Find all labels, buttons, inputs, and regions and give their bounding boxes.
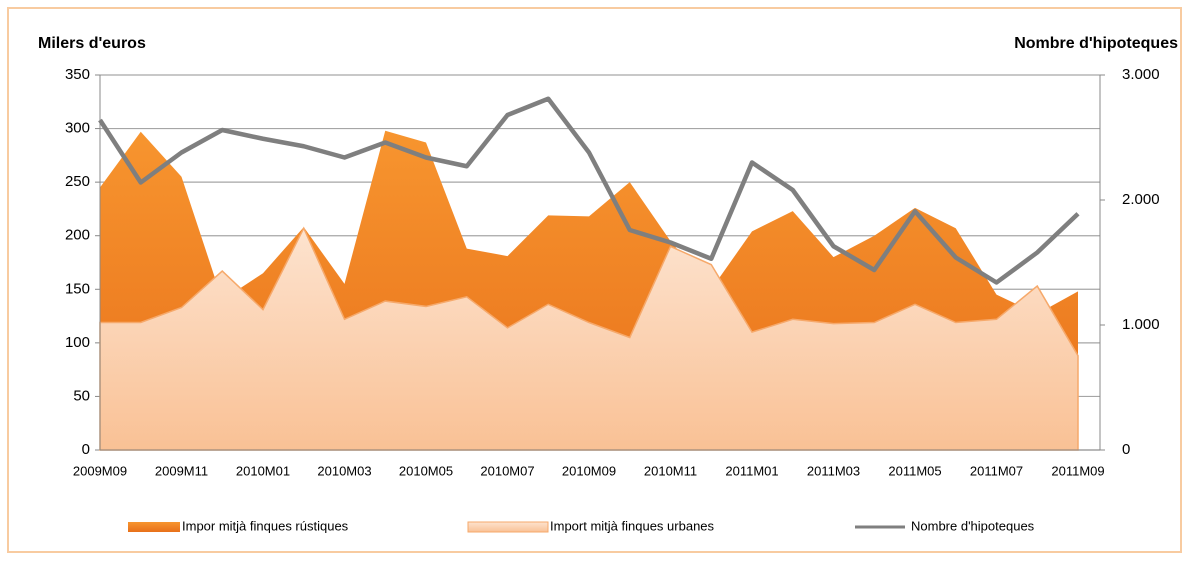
y-tick-label: 50 xyxy=(73,387,90,404)
y-axis-title: Milers d'euros xyxy=(38,35,146,52)
x-tick-label: 2010M07 xyxy=(480,463,534,478)
x-tick-label: 2011M01 xyxy=(725,463,778,478)
legend-swatch xyxy=(467,521,549,533)
y-tick-label: 300 xyxy=(65,120,90,137)
x-tick-label: 2010M11 xyxy=(644,463,697,478)
x-tick-label: 2009M11 xyxy=(155,463,208,478)
x-tick-label: 2011M03 xyxy=(807,463,860,478)
x-tick-label: 2010M09 xyxy=(562,463,616,478)
y2-tick-label: 0 xyxy=(1122,441,1130,458)
legend-swatch xyxy=(128,522,180,532)
y2-axis-title: Nombre d'hipoteques xyxy=(1014,35,1178,52)
x-tick-label: 2010M01 xyxy=(236,463,290,478)
y-tick-label: 200 xyxy=(65,227,90,244)
y2-tick-label: 2.000 xyxy=(1122,191,1160,208)
y-tick-label: 0 xyxy=(82,441,90,458)
x-tick-label: 2010M03 xyxy=(317,463,371,478)
line xyxy=(98,96,1080,285)
y2-tick-label: 3.000 xyxy=(1122,66,1160,83)
x-tick-label: 2011M09 xyxy=(1051,463,1104,478)
legend-label: Import mitjà finques urbanes xyxy=(550,518,715,533)
y-tick-label: 100 xyxy=(65,334,90,351)
legend-label: Nombre d'hipoteques xyxy=(911,518,1035,533)
y-tick-label: 150 xyxy=(65,280,90,297)
x-tick-label: 2011M05 xyxy=(888,463,941,478)
x-tick-label: 2011M07 xyxy=(970,463,1023,478)
legend-label: Impor mitjà finques rústiques xyxy=(182,518,349,533)
y-tick-label: 250 xyxy=(65,173,90,190)
x-tick-label: 2009M09 xyxy=(73,463,127,478)
area xyxy=(99,226,1079,451)
x-tick-label: 2010M05 xyxy=(399,463,453,478)
y2-tick-label: 1.000 xyxy=(1122,316,1160,333)
y-tick-label: 350 xyxy=(65,66,90,83)
